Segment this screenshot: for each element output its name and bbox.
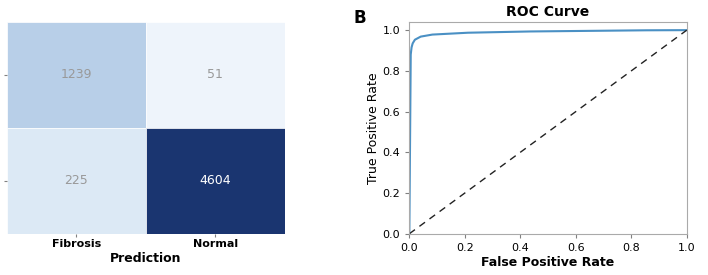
Text: 225: 225: [64, 174, 88, 187]
Bar: [146, 22, 285, 128]
Y-axis label: True Positive Rate: True Positive Rate: [367, 72, 379, 184]
X-axis label: Prediction: Prediction: [110, 252, 181, 265]
Title: ROC Curve: ROC Curve: [506, 6, 590, 20]
Text: 4604: 4604: [200, 174, 231, 187]
Bar: [7, 22, 146, 128]
Text: 51: 51: [207, 68, 223, 81]
Bar: [146, 128, 285, 234]
X-axis label: False Positive Rate: False Positive Rate: [481, 255, 615, 269]
Bar: [7, 128, 146, 234]
Text: 1239: 1239: [61, 68, 92, 81]
Text: B: B: [354, 9, 367, 27]
